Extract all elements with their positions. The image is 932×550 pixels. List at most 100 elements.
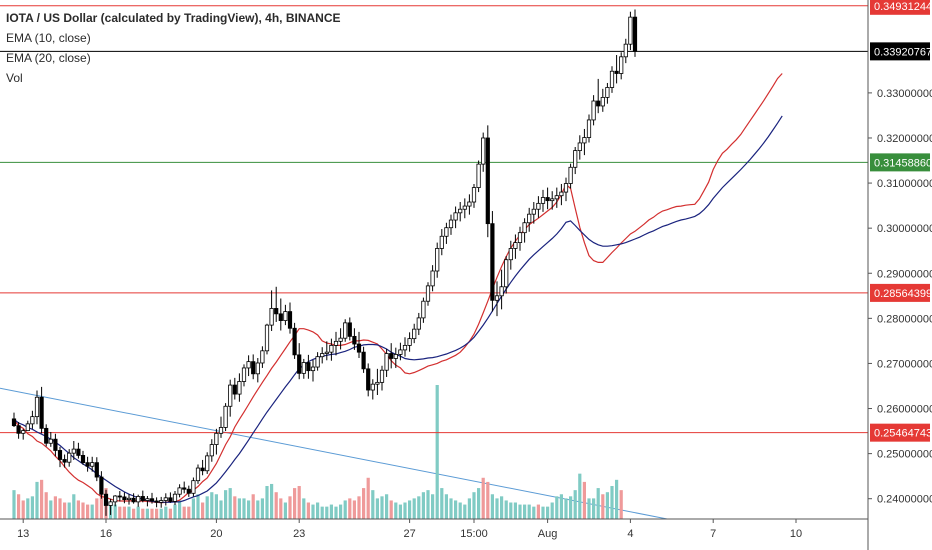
candle-body (448, 219, 454, 229)
candle (416, 312, 421, 336)
volume-bar (550, 502, 554, 519)
candle-body (407, 338, 412, 346)
volume-bar (12, 490, 16, 519)
candle (11, 412, 17, 428)
candle (398, 342, 403, 361)
candle-body (439, 235, 444, 249)
candle (209, 439, 214, 462)
volume-bar (288, 496, 292, 519)
candle (481, 132, 486, 172)
candle (126, 494, 132, 505)
volume-bar (164, 506, 168, 519)
candle-body (76, 448, 81, 456)
volume-bar (417, 496, 421, 519)
volume-bar (26, 498, 30, 519)
volume-bar (343, 500, 347, 519)
volume-bar (398, 504, 402, 519)
time-tick-label: 16 (100, 528, 112, 540)
level-price-tag: 0.28564399 (870, 283, 932, 302)
volume-bar (17, 494, 21, 519)
volume-bar (431, 494, 435, 519)
candle-body (568, 166, 573, 184)
candle (21, 428, 26, 440)
candle (315, 352, 320, 371)
candle-body (62, 459, 67, 463)
candle (407, 332, 412, 352)
volume-bar (30, 496, 34, 519)
candle (251, 354, 256, 380)
level-price-tag: 0.25464743 (870, 423, 932, 442)
candle-body (508, 248, 513, 261)
price-tick-label: 0.27000000 (877, 358, 932, 370)
candle (632, 9, 638, 57)
volume-bar (182, 506, 186, 519)
candle (522, 218, 527, 243)
candle-body (251, 361, 256, 375)
volume-bar (601, 494, 605, 519)
candle (48, 431, 53, 447)
volume-bar (21, 500, 25, 519)
candle (504, 256, 509, 294)
candle (591, 95, 596, 126)
price-tick-label: 0.25000000 (877, 449, 932, 461)
candle (172, 491, 178, 506)
candle-body (117, 495, 122, 498)
candle (228, 379, 233, 417)
candle (550, 191, 555, 210)
volume-bar (605, 492, 609, 519)
candle (90, 456, 95, 472)
volume-bar (541, 506, 545, 519)
candle (76, 442, 81, 459)
volume-bar (375, 498, 379, 519)
candle-body (241, 367, 247, 382)
volume-bar (210, 492, 214, 519)
candle (384, 349, 389, 377)
volume-bar (187, 506, 191, 519)
candle-body (596, 100, 601, 107)
volume-bar (260, 498, 264, 519)
candle-body (384, 353, 389, 371)
candle-body (39, 396, 44, 429)
ema10-line (13, 73, 783, 504)
candle (232, 377, 237, 400)
candle-body (485, 137, 490, 225)
candle-body (462, 205, 467, 210)
volume-bar (302, 498, 306, 519)
candle-body (481, 137, 486, 165)
candle-body (306, 362, 311, 372)
volume-bar (90, 504, 94, 519)
candle-body (343, 322, 348, 339)
candle (513, 234, 518, 259)
volume-bar (40, 479, 44, 519)
volume-bar (320, 506, 324, 519)
candle-body (154, 500, 159, 503)
candle-body (338, 337, 343, 342)
candle (80, 450, 86, 465)
volume-bar (311, 504, 315, 519)
candle (292, 322, 297, 359)
volume-bar (472, 492, 476, 519)
volume-bar (495, 498, 499, 519)
candle (287, 302, 293, 334)
level-price-tag-label: 0.28564399 (874, 288, 932, 300)
candle (301, 358, 306, 379)
level-price-tag-bg (870, 283, 930, 302)
price-tick-label: 0.30000000 (877, 223, 932, 235)
volume-bar (435, 385, 439, 519)
candle-body (540, 197, 546, 204)
candle (517, 226, 523, 251)
volume-bar (191, 498, 195, 519)
candle (200, 459, 205, 476)
volume-bar (532, 506, 536, 519)
volume-bar (546, 506, 550, 519)
candle-body (182, 487, 187, 490)
candle-body (140, 496, 145, 501)
candle (44, 424, 49, 447)
volume-bar (196, 494, 200, 519)
candle (149, 492, 155, 504)
candle-body (232, 384, 237, 395)
candle (485, 125, 490, 238)
candle-body (113, 495, 118, 503)
volume-bar (270, 483, 274, 519)
